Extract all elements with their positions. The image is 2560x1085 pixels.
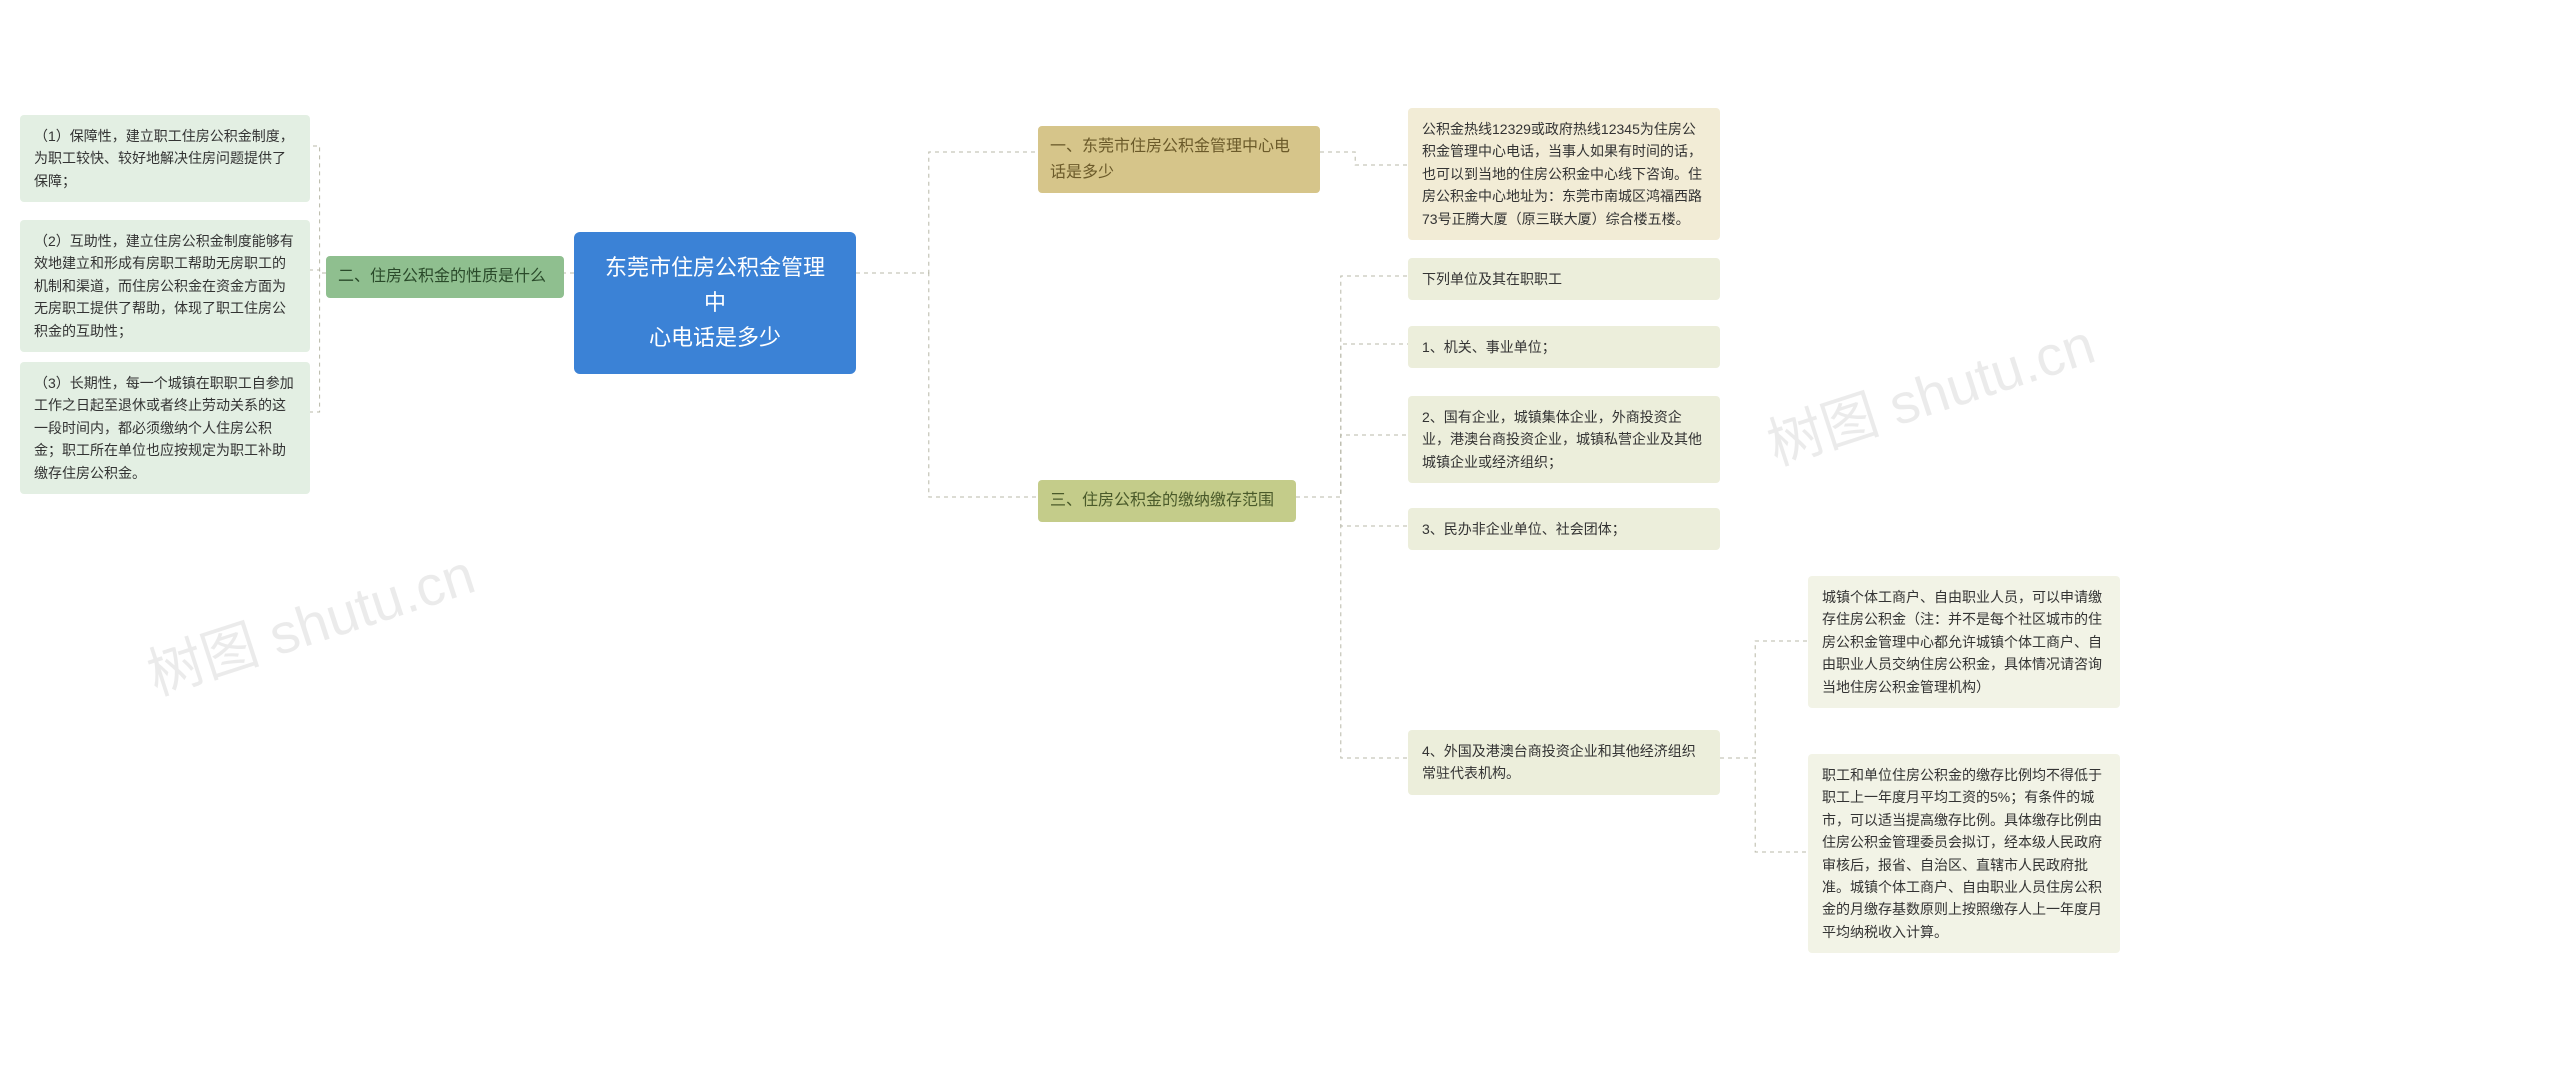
leaf-node: 职工和单位住房公积金的缴存比例均不得低于职工上一年度月平均工资的5%；有条件的城… (1808, 754, 2120, 953)
watermark: 树图 shutu.cn (136, 530, 484, 712)
branch-node: 二、住房公积金的性质是什么 (326, 256, 564, 298)
watermark: 树图 shutu.cn (1756, 300, 2104, 482)
leaf-node: 2、国有企业，城镇集体企业，外商投资企业，港澳台商投资企业，城镇私营企业及其他城… (1408, 396, 1720, 483)
leaf-node: 下列单位及其在职职工 (1408, 258, 1720, 300)
leaf-node: （1）保障性，建立职工住房公积金制度，为职工较快、较好地解决住房问题提供了保障； (20, 115, 310, 202)
leaf-node: （2）互助性，建立住房公积金制度能够有效地建立和形成有房职工帮助无房职工的机制和… (20, 220, 310, 352)
leaf-node: 公积金热线12329或政府热线12345为住房公积金管理中心电话，当事人如果有时… (1408, 108, 1720, 240)
leaf-node: 1、机关、事业单位； (1408, 326, 1720, 368)
branch-node: 一、东莞市住房公积金管理中心电话是多少 (1038, 126, 1320, 193)
leaf-node: （3）长期性，每一个城镇在职职工自参加工作之日起至退休或者终止劳动关系的这一段时… (20, 362, 310, 494)
leaf-node: 4、外国及港澳台商投资企业和其他经济组织常驻代表机构。 (1408, 730, 1720, 795)
leaf-node: 城镇个体工商户、自由职业人员，可以申请缴存住房公积金（注：并不是每个社区城市的住… (1808, 576, 2120, 708)
leaf-node: 3、民办非企业单位、社会团体； (1408, 508, 1720, 550)
center-node: 东莞市住房公积金管理中心电话是多少 (574, 232, 856, 374)
branch-node: 三、住房公积金的缴纳缴存范围 (1038, 480, 1296, 522)
